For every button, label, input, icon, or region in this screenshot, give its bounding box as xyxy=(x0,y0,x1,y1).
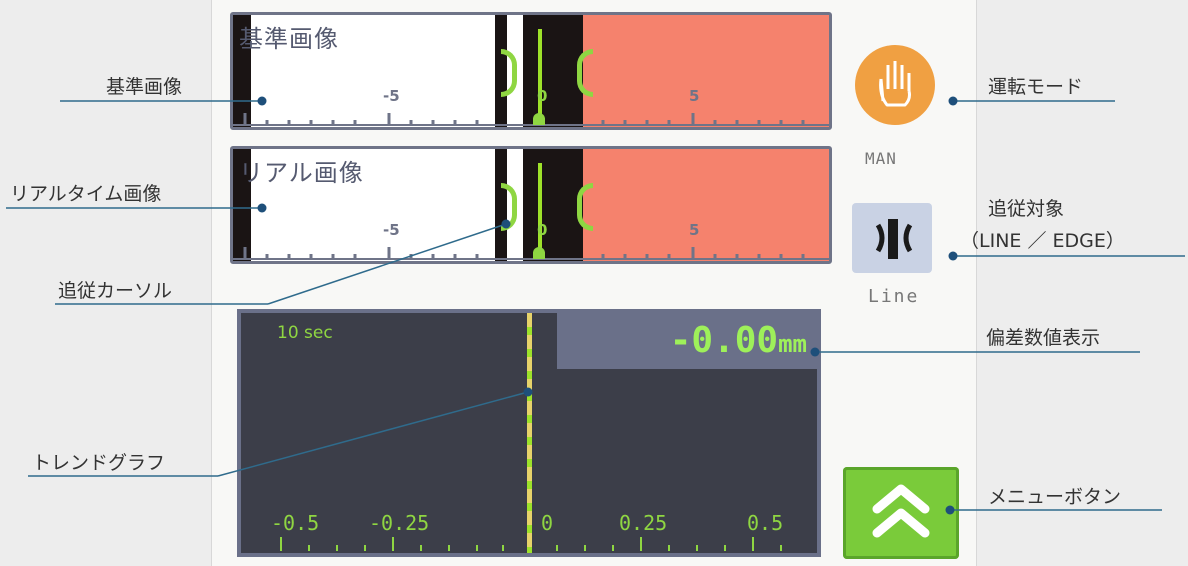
deviation-unit: mm xyxy=(778,330,807,358)
callout-reference-image: 基準画像 xyxy=(106,76,183,98)
operation-mode-button[interactable] xyxy=(855,45,935,125)
callout-tracking-cursor: 追従カーソル xyxy=(58,280,173,302)
edge-region xyxy=(583,15,829,127)
trend-graph: 10 sec -0.00mm -0.5 -0.25 0 0.25 0.5 xyxy=(237,309,821,557)
callout-operation-mode: 運転モード xyxy=(988,76,1084,98)
time-window-label: 10 sec xyxy=(277,323,333,343)
scale-ticks xyxy=(233,113,829,126)
double-chevron-up-icon xyxy=(872,484,930,538)
axis-label-neg-quarter: -0.25 xyxy=(369,511,430,535)
menu-button[interactable] xyxy=(843,467,959,559)
dark-band-left xyxy=(233,149,251,261)
callout-menu-button: メニューボタン xyxy=(988,486,1122,508)
axis-label-pos-quarter: 0.25 xyxy=(619,511,668,535)
line-track-icon xyxy=(875,219,913,259)
panel-title: リアル画像 xyxy=(239,159,364,187)
callout-deviation-display: 偏差数値表示 xyxy=(986,327,1101,349)
operation-mode-label: MAN xyxy=(865,149,897,168)
center-band xyxy=(523,15,583,127)
dark-band-left xyxy=(233,15,251,127)
trend-axis-ticks xyxy=(280,537,782,551)
scale-ticks xyxy=(233,247,829,260)
center-line xyxy=(538,29,542,119)
panel-title: 基準画像 xyxy=(239,25,339,53)
tick-label-neg: -5 xyxy=(383,221,400,239)
tracking-cursor-right xyxy=(577,49,593,97)
trend-line xyxy=(527,313,532,553)
axis-label-zero: 0 xyxy=(541,511,554,535)
edge-region xyxy=(583,149,829,261)
tick-label-zero: 0 xyxy=(537,221,548,239)
callout-trend-graph: トレンドグラフ xyxy=(32,452,166,474)
axis-label-pos-half: 0.5 xyxy=(747,511,784,535)
deviation-value: -0.00 xyxy=(669,320,779,361)
tracking-cursor-right xyxy=(577,183,593,231)
tracking-cursor-left xyxy=(501,49,517,97)
tick-label-pos: 5 xyxy=(689,87,700,105)
callout-realtime-image: リアルタイム画像 xyxy=(10,183,162,205)
tracking-target-label: Line xyxy=(868,286,920,307)
reference-image-panel: 基準画像 -5 0 5 xyxy=(230,12,832,130)
callout-tracking-target-options: （LINE ／ EDGE） xyxy=(960,230,1125,252)
tick-label-pos: 5 xyxy=(689,221,700,239)
tick-label-zero: 0 xyxy=(537,87,548,105)
axis-label-neg-half: -0.5 xyxy=(271,511,320,535)
center-band xyxy=(523,149,583,261)
deviation-readout: -0.00mm xyxy=(557,313,817,369)
tracking-target-button[interactable] xyxy=(852,203,932,273)
tracking-cursor-left xyxy=(501,183,517,231)
tick-label-neg: -5 xyxy=(383,87,400,105)
realtime-image-panel: リアル画像 -5 0 5 xyxy=(230,146,832,264)
callout-tracking-target: 追従対象 xyxy=(988,198,1065,220)
cursor-marker xyxy=(533,113,545,125)
center-line xyxy=(538,163,542,253)
hand-icon xyxy=(879,61,911,107)
cursor-marker xyxy=(533,247,545,259)
